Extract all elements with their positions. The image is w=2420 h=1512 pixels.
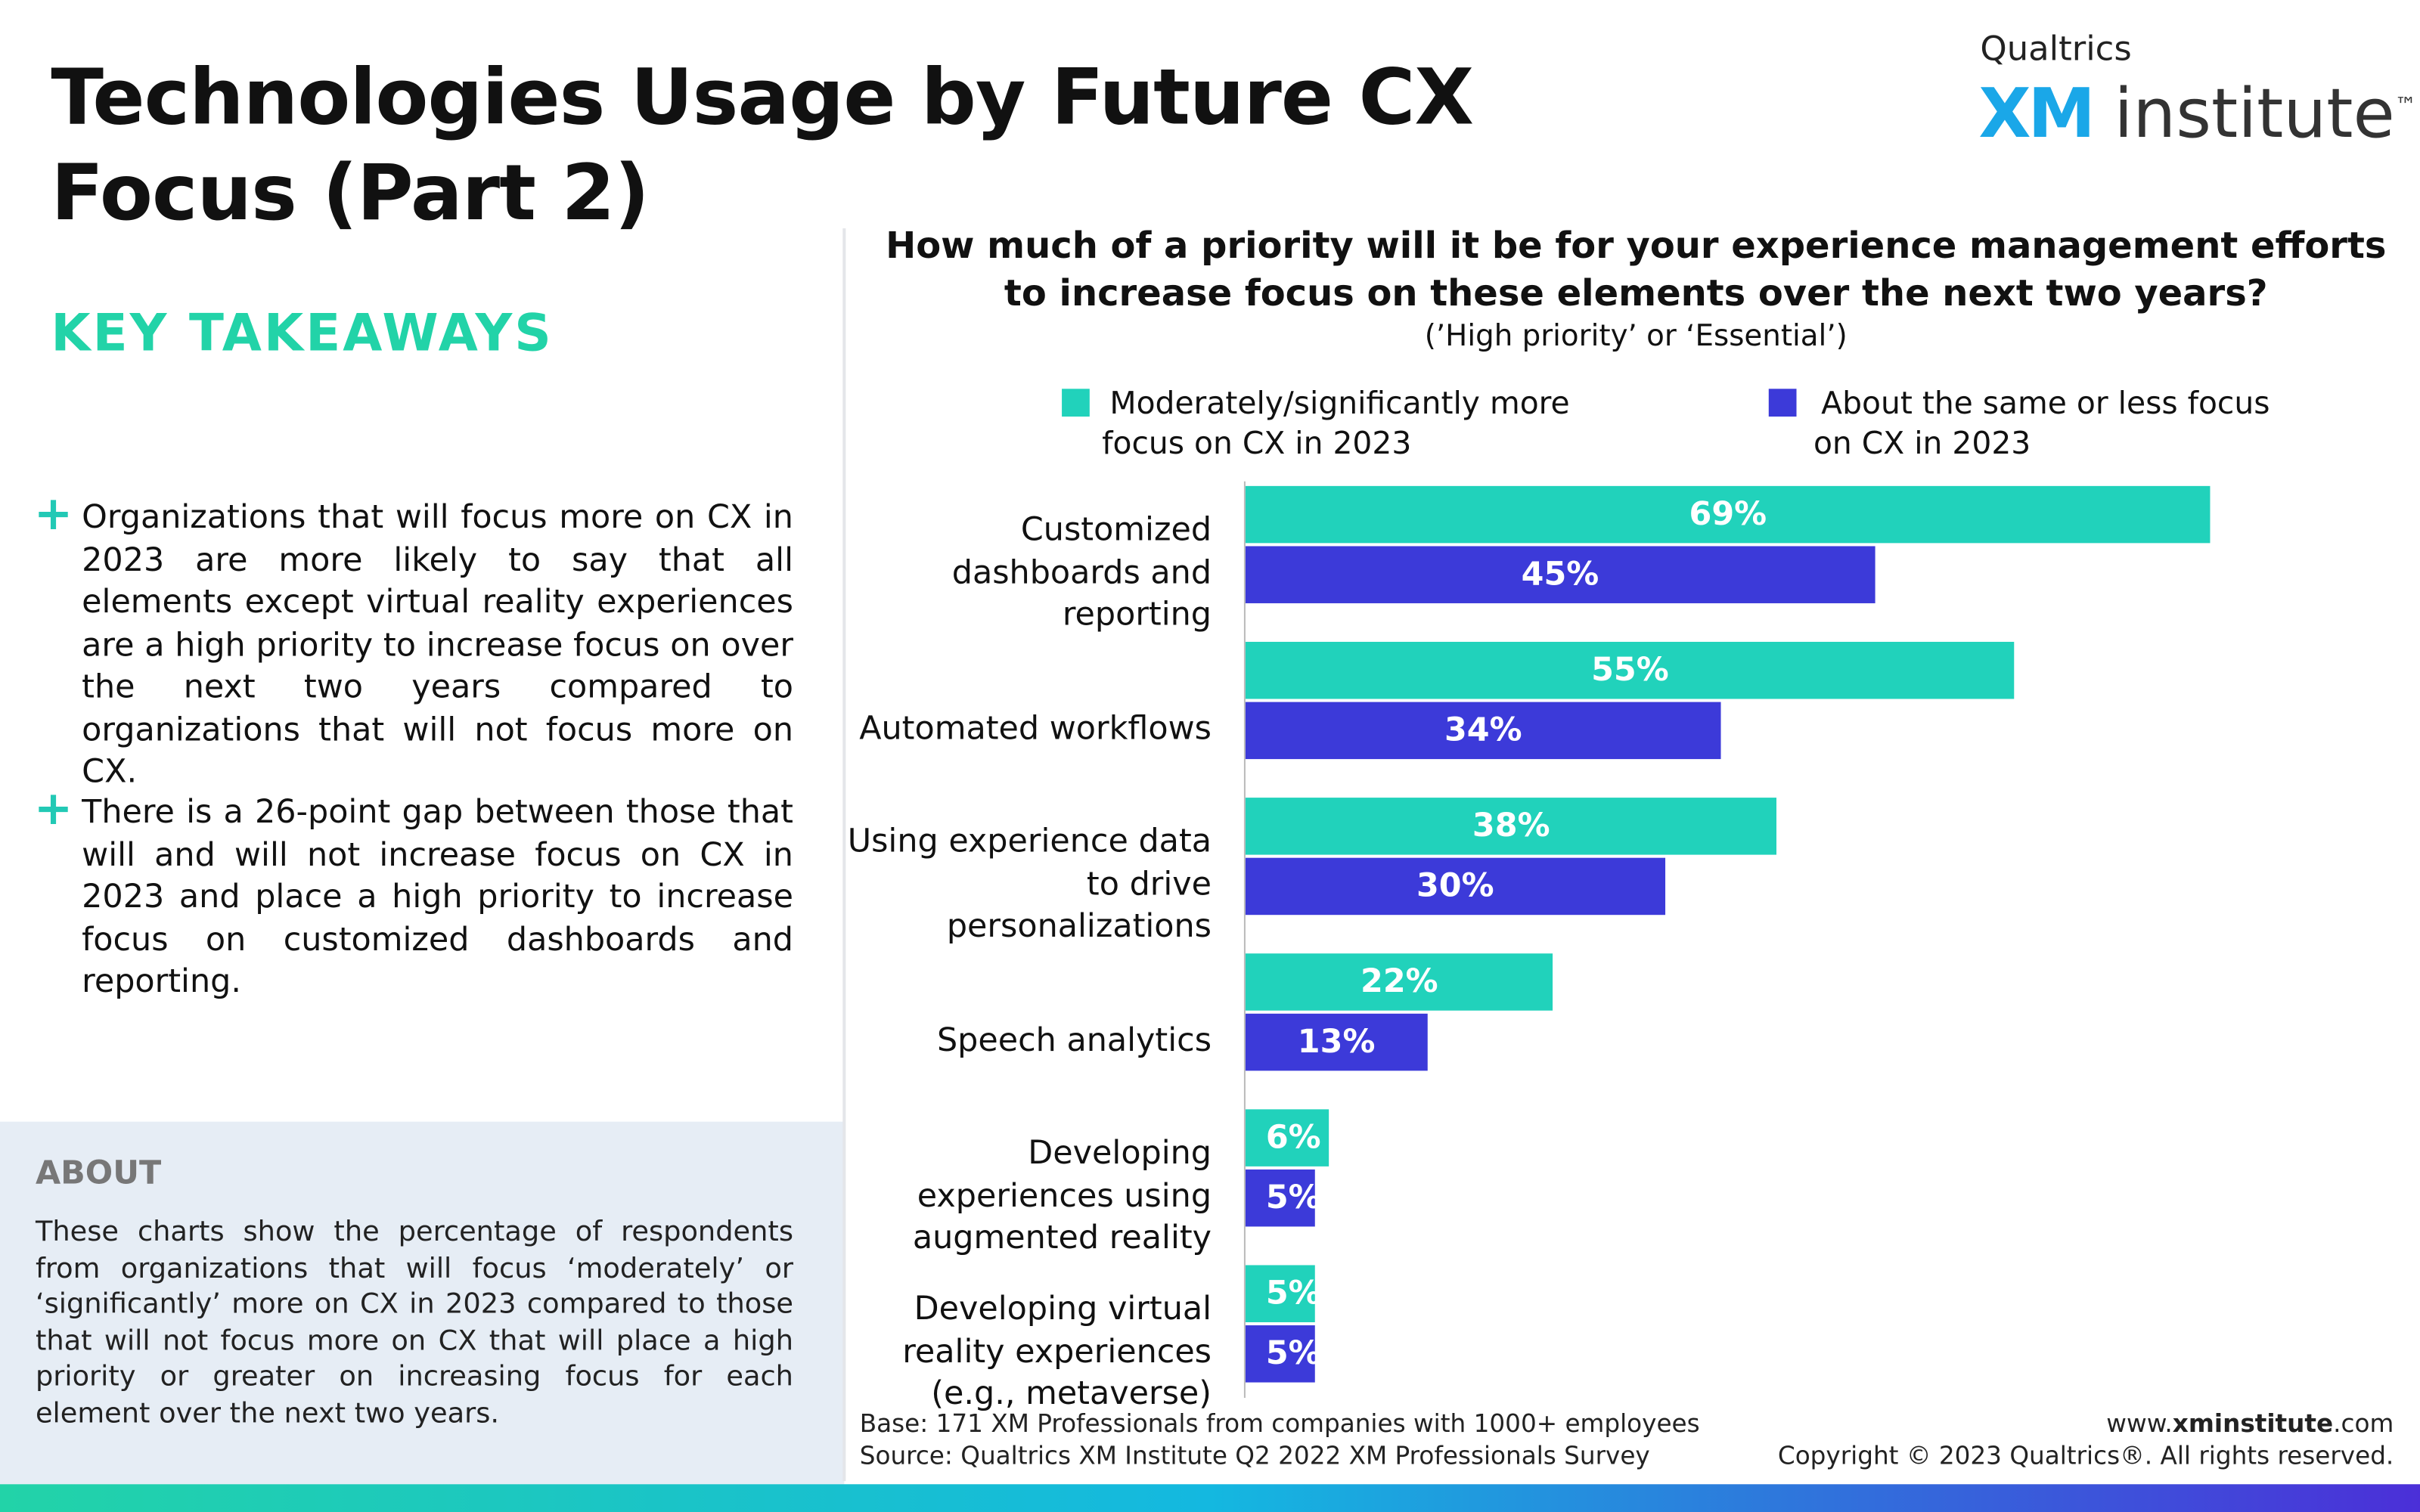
value-label: 69% (1689, 495, 1767, 533)
bar (1245, 1013, 1428, 1071)
bullet-icon: + (33, 782, 73, 837)
bar (1245, 953, 1553, 1011)
logo-institute: institute (2114, 75, 2395, 154)
value-label: 34% (1444, 711, 1522, 748)
value-label: 13% (1297, 1023, 1376, 1061)
value-label: 5% (1265, 1334, 1321, 1372)
bar (1245, 798, 1777, 855)
bar (1245, 1325, 1316, 1383)
value-label: 30% (1416, 866, 1494, 904)
bar (1245, 1109, 1329, 1167)
legend-swatch (1768, 389, 1797, 417)
web-suffix: .com (2333, 1408, 2394, 1439)
category-label: Using experience data to drive personali… (847, 822, 1212, 944)
logo: XM institute™ (1978, 68, 2416, 154)
chart-title: How much of a priority will it be for yo… (886, 223, 2387, 315)
divider (842, 228, 846, 1482)
about-text: These charts show the percentage of resp… (35, 1216, 793, 1430)
base-note: Base: 171 XM Professionals from companie… (859, 1408, 1700, 1439)
value-label: 5% (1265, 1274, 1321, 1312)
about-heading: ABOUT (35, 1154, 162, 1191)
bar (1245, 485, 2211, 544)
chart-subtitle: (’High priority’ or ‘Essential’) (1424, 319, 1848, 354)
value-label: 38% (1472, 807, 1550, 844)
category-label: Automated workflows (859, 708, 1212, 746)
bar (1245, 1265, 1316, 1322)
bar (1245, 857, 1665, 916)
legend-label: Moderately/significantly more focus on C… (1102, 384, 1570, 462)
logo-xm: XM (1978, 75, 2096, 154)
category-label: Speech analytics (936, 1021, 1212, 1058)
category-label: Developing virtual reality experiences (… (902, 1290, 1212, 1412)
value-label: 45% (1521, 555, 1599, 593)
axis-line (1243, 481, 1246, 1398)
logo-top: Qualtrics (1980, 30, 2132, 70)
value-label: 6% (1265, 1118, 1321, 1156)
takeaway: Organizations that will focus more on CX… (82, 498, 793, 790)
category-label: Developing experiences using augmented r… (912, 1134, 1212, 1256)
category-label: Customized dashboards and reporting (951, 510, 1212, 633)
about-box (0, 1121, 845, 1485)
bullet-icon: + (33, 487, 73, 542)
bar (1245, 702, 1721, 760)
bar (1245, 546, 1875, 603)
source-note: Source: Qualtrics XM Institute Q2 2022 X… (859, 1441, 1650, 1470)
bar (1245, 641, 2015, 699)
bar (1245, 1169, 1316, 1227)
takeaway: There is a 26-point gap between those th… (82, 792, 793, 1000)
value-label: 55% (1591, 651, 1669, 689)
takeaways-heading: KEY TAKEAWAYS (51, 302, 554, 363)
website: www.xminstitute.com (2106, 1408, 2394, 1438)
value-label: 22% (1360, 962, 1438, 1000)
copyright: Copyright © 2023 Qualtrics®. All rights … (1777, 1441, 2394, 1470)
bottom-band (0, 1484, 2420, 1512)
legend-label: About the same or less focus on CX in 20… (1813, 384, 2270, 462)
logo-tm: ™ (2394, 94, 2417, 119)
legend-swatch (1062, 389, 1090, 417)
web-bold: xminstitute (2172, 1408, 2334, 1439)
page-title: Technologies Usage by Future CX Focus (P… (51, 52, 1474, 238)
web-prefix: www. (2106, 1408, 2173, 1439)
value-label: 5% (1265, 1179, 1321, 1216)
